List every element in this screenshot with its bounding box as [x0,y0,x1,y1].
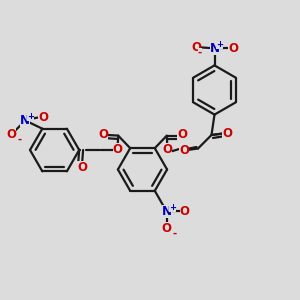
Text: -: - [172,228,177,239]
Text: O: O [98,128,108,141]
Text: O: O [38,111,48,124]
Text: O: O [162,222,172,235]
Text: +: + [169,203,176,212]
Text: O: O [179,143,190,157]
Text: O: O [112,143,123,157]
Text: O: O [177,128,188,142]
Text: N: N [209,41,220,55]
Text: -: - [18,134,22,145]
Text: N: N [162,205,172,218]
Text: O: O [191,41,202,54]
Text: O: O [180,205,190,218]
Text: O: O [228,41,238,55]
Text: N: N [20,114,30,127]
Text: +: + [216,40,224,49]
Text: O: O [6,128,16,141]
Text: -: - [198,48,202,58]
Text: O: O [222,127,232,140]
Text: O: O [162,143,172,157]
Text: O: O [77,161,87,175]
Text: +: + [27,112,34,121]
